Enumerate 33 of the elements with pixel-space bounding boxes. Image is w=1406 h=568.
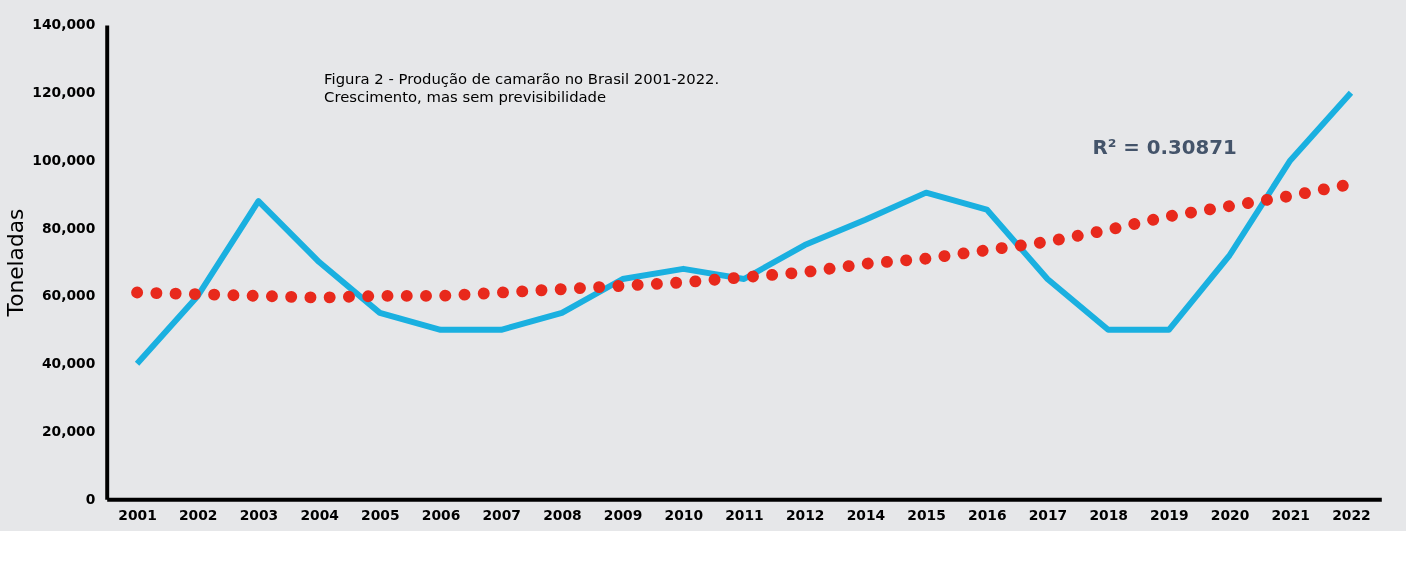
text: Figura 2 - Produção de camarão no Brasil 2001-2022. (324, 70, 720, 88)
y-tick-label: 100,000 (32, 151, 96, 168)
x-tick-label: 2017 (1028, 507, 1068, 524)
x-tick-label: 2011 (725, 507, 764, 524)
x-tick-label: 2022 (1332, 507, 1371, 524)
x-tick-label: 2010 (664, 507, 704, 524)
x-tick-label: 2016 (968, 507, 1007, 524)
x-tick-label: 2005 (361, 507, 400, 524)
x-tick-label: 2008 (543, 507, 582, 524)
annotation: R² = 0.30871 (1092, 136, 1237, 160)
y-tick-label: 60,000 (41, 287, 96, 304)
x-tick-label: 2002 (179, 507, 218, 524)
x-tick-label: 2009 (603, 507, 643, 524)
x-tick-label: 2007 (482, 507, 521, 524)
x-tick-label: 2014 (846, 507, 886, 524)
x-tick-label: 2006 (421, 507, 461, 524)
x-tick-label: 2019 (1150, 507, 1189, 524)
x-tick-label: 2012 (785, 507, 825, 524)
x-tick-label: 2001 (118, 507, 157, 524)
y-tick-label: 140,000 (32, 16, 96, 33)
x-tick-label: 2020 (1210, 507, 1250, 524)
x-tick-label: 2003 (239, 507, 279, 524)
y-tick-label: 20,000 (41, 422, 96, 439)
y-axis-title: Toneladas (3, 208, 29, 318)
x-tick-label: 2015 (907, 507, 946, 524)
x-tick-label: 2018 (1089, 507, 1128, 524)
y-tick-label: 40,000 (41, 355, 96, 372)
y-tick-label: 120,000 (32, 84, 96, 101)
x-tick-label: 2004 (300, 507, 339, 524)
y-tick-label: 80,000 (41, 219, 96, 236)
text: Crescimento, mas sem previsibilidade (324, 87, 607, 105)
y-tick-label: 0 (85, 490, 96, 507)
x-tick-label: 2021 (1271, 507, 1310, 524)
